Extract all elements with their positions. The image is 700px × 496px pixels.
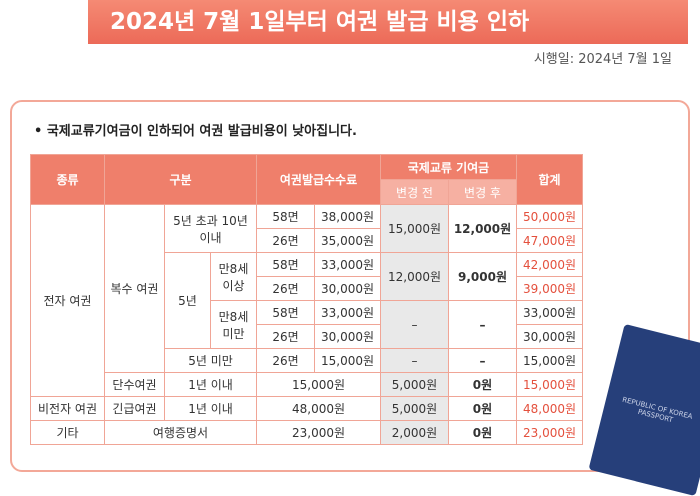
- table-cell: 33,000원: [314, 252, 381, 277]
- table-cell: 50,000원: [516, 204, 583, 229]
- table-cell: 30,000원: [516, 324, 583, 349]
- table-cell: 23,000원: [516, 420, 583, 445]
- table-cell: 48,000원: [256, 396, 381, 421]
- table-cell: –: [448, 300, 517, 349]
- table-cell: 복수 여권: [104, 204, 165, 373]
- table-cell: –: [380, 348, 449, 373]
- table-cell: –: [448, 348, 517, 373]
- header-cell: 여권발급수수료: [256, 154, 381, 205]
- table-cell: 12,000원: [448, 204, 517, 253]
- table-cell: 30,000원: [314, 276, 381, 301]
- table-cell: –: [380, 300, 449, 349]
- title: 2024년 7월 1일부터 여권 발급 비용 인하: [88, 0, 688, 44]
- table-cell: 58면: [256, 204, 315, 229]
- table-cell: 38,000원: [314, 204, 381, 229]
- table-cell: 5,000원: [380, 396, 449, 421]
- header-cell: 종류: [30, 154, 105, 205]
- table-cell: 긴급여권: [104, 396, 165, 421]
- table-cell: 42,000원: [516, 252, 583, 277]
- table-cell: 33,000원: [516, 300, 583, 325]
- table-cell: 12,000원: [380, 252, 449, 301]
- bullet-text: 국제교류기여금이 인하되어 여권 발급비용이 낮아집니다.: [46, 124, 357, 139]
- table-cell: 15,000원: [516, 372, 583, 397]
- table-cell: 35,000원: [314, 228, 381, 253]
- table-cell: 5년 미만: [164, 348, 257, 373]
- table-cell: 1년 이내: [164, 396, 257, 421]
- table-cell: 23,000원: [256, 420, 381, 445]
- table-cell: 0원: [448, 420, 517, 445]
- bullet: • 국제교류기여금이 인하되어 여권 발급비용이 낮아집니다.: [34, 124, 357, 139]
- page: 2024년 7월 1일부터 여권 발급 비용 인하 시행일: 2024년 7월 …: [10, 0, 700, 496]
- table-cell: 5,000원: [380, 372, 449, 397]
- effective-date: 시행일: 2024년 7월 1일: [533, 52, 672, 67]
- header-cell: 합계: [516, 154, 583, 205]
- table-cell: 26면: [256, 228, 315, 253]
- table-cell: 39,000원: [516, 276, 583, 301]
- fee-table: 종류 구분 여권발급수수료 국제교류 기여금 합계 변경 전 변경 후 전자 여권 복수 여…: [30, 154, 583, 445]
- table-cell: 58면: [256, 252, 315, 277]
- table-cell: 1년 이내: [164, 372, 257, 397]
- table-cell: 48,000원: [516, 396, 583, 421]
- table-cell: 33,000원: [314, 300, 381, 325]
- table-cell: 15,000원: [314, 348, 381, 373]
- table-cell: 0원: [448, 372, 517, 397]
- table-cell: 26면: [256, 276, 315, 301]
- table-cell: 9,000원: [448, 252, 517, 301]
- table-cell: 비전자 여권: [30, 396, 105, 421]
- table-cell: 2,000원: [380, 420, 449, 445]
- table-cell: 만8세 미만: [210, 300, 257, 349]
- table-cell: 단수여권: [104, 372, 165, 397]
- table-cell: 15,000원: [516, 348, 583, 373]
- table-cell: 여행증명서: [104, 420, 257, 445]
- table-cell: 전자 여권: [30, 204, 105, 397]
- header-cell: 변경 전: [380, 179, 449, 205]
- table-cell: 47,000원: [516, 228, 583, 253]
- table-cell: 5년: [164, 252, 211, 349]
- table-cell: 26면: [256, 348, 315, 373]
- table-cell: 58면: [256, 300, 315, 325]
- table-cell: 0원: [448, 396, 517, 421]
- table-cell: 26면: [256, 324, 315, 349]
- header-cell: 변경 후: [448, 179, 517, 205]
- table-cell: 15,000원: [380, 204, 449, 253]
- header-cell: 구분: [104, 154, 257, 205]
- table-cell: 기타: [30, 420, 105, 445]
- table-cell: 5년 초과 10년 이내: [164, 204, 257, 253]
- table-cell: 15,000원: [256, 372, 381, 397]
- header-cell: 국제교류 기여금: [380, 154, 517, 180]
- table-cell: 만8세 이상: [210, 252, 257, 301]
- table-cell: 30,000원: [314, 324, 381, 349]
- passport-text: REPUBLIC OF KOREA PASSPORT: [621, 395, 694, 425]
